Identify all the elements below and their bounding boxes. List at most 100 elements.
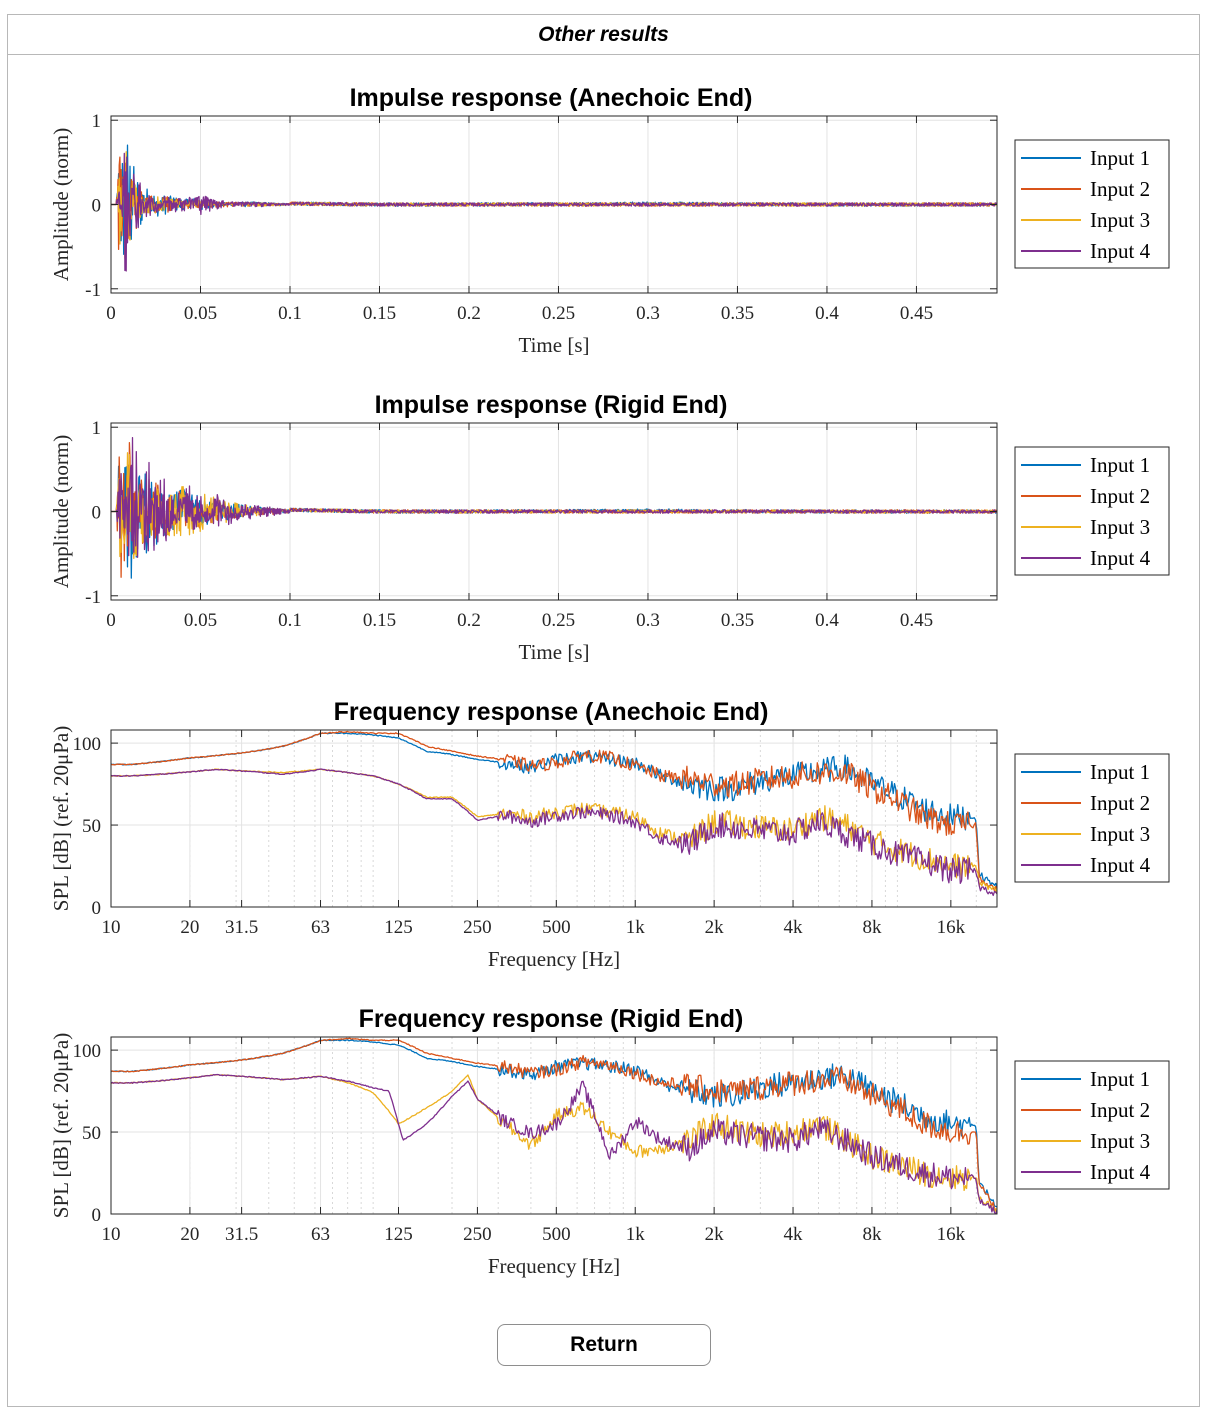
series-line-input-2: [111, 730, 997, 892]
x-tick-label: 0.45: [900, 303, 933, 324]
x-tick-label: 0.2: [457, 610, 481, 631]
x-tick-label: 0.2: [457, 303, 481, 324]
x-tick-label: 0.05: [184, 303, 217, 324]
x-tick-label: 1k: [626, 917, 646, 938]
other-results-panel: Other results: [7, 14, 1200, 1407]
y-tick-label: 0: [92, 898, 102, 919]
x-tick-label: 4k: [784, 917, 804, 938]
x-tick-label: 0.15: [363, 610, 396, 631]
chart-title: Frequency response (Anechoic End): [334, 698, 769, 726]
x-tick-label: 0.1: [278, 610, 302, 631]
series-line-input-4: [111, 1073, 997, 1214]
series-line-input-1: [111, 732, 997, 890]
legend-label-input-4: Input 4: [1090, 546, 1151, 570]
legend: Input 1 Input 2 Input 3 Input 4: [1014, 753, 1170, 883]
x-tick-label: 31.5: [225, 917, 258, 938]
legend: Input 1 Input 2 Input 3 Input 4: [1014, 1060, 1170, 1190]
x-tick-label: 0.1: [278, 303, 302, 324]
x-tick-label: 0.45: [900, 610, 933, 631]
legend-label-input-4: Input 4: [1090, 853, 1151, 877]
series-line-input-4: [111, 436, 997, 558]
series-line-input-1: [111, 144, 997, 255]
x-axis-label: Time [s]: [519, 333, 590, 357]
x-tick-label: 2k: [705, 1224, 725, 1245]
legend-label-input-3: Input 3: [1090, 822, 1150, 846]
legend-label-input-1: Input 1: [1090, 146, 1150, 170]
y-tick-label: 0: [92, 503, 102, 524]
legend-label-input-3: Input 3: [1090, 515, 1150, 539]
y-axis-label: SPL [dB] (ref. 20μPa): [49, 1033, 73, 1218]
y-tick-label: 0: [92, 1205, 102, 1226]
x-tick-label: 10: [102, 1224, 121, 1245]
x-tick-label: 4k: [784, 1224, 804, 1245]
x-tick-label: 8k: [862, 1224, 882, 1245]
x-tick-label: 500: [542, 917, 571, 938]
y-tick-label: 0: [92, 196, 102, 217]
series-line-input-4: [111, 768, 997, 897]
x-tick-label: 500: [542, 1224, 571, 1245]
x-axis-label: Frequency [Hz]: [488, 1254, 620, 1278]
x-tick-label: 63: [311, 917, 330, 938]
chart-3: 10 20 31.5 63 125 250 500 1k 2k 4k 8k 16k 0 50 100 Freq…: [49, 698, 1170, 971]
x-tick-label: 0.25: [542, 303, 575, 324]
axes-box: [110, 729, 998, 908]
y-axis-label: Amplitude (norm): [49, 435, 73, 588]
legend-label-input-4: Input 4: [1090, 239, 1151, 263]
x-tick-label: 0.25: [542, 610, 575, 631]
series-line-input-3: [111, 768, 997, 894]
series-line-input-3: [111, 452, 997, 559]
x-tick-label: 0.15: [363, 303, 396, 324]
legend-label-input-1: Input 1: [1090, 760, 1150, 784]
chart-4: 10 20 31.5 63 125 250 500 1k 2k 4k 8k 16k 0 50 100 Freq…: [49, 1005, 1170, 1278]
y-tick-label: 1: [92, 111, 102, 132]
chart-title: Impulse response (Anechoic End): [350, 84, 753, 112]
x-tick-label: 1k: [626, 1224, 646, 1245]
x-tick-label: 16k: [937, 917, 966, 938]
x-tick-label: 0: [106, 303, 116, 324]
legend-label-input-2: Input 2: [1090, 177, 1150, 201]
series-line-input-4: [111, 152, 997, 272]
legend-label-input-1: Input 1: [1090, 453, 1150, 477]
y-tick-label: 100: [73, 1041, 102, 1062]
x-tick-label: 16k: [937, 1224, 966, 1245]
legend-box: [1014, 1060, 1170, 1190]
legend-label-input-3: Input 3: [1090, 208, 1150, 232]
y-tick-label: 100: [73, 734, 102, 755]
legend: Input 1 Input 2 Input 3 Input 4: [1014, 139, 1170, 269]
legend-box: [1014, 446, 1170, 576]
y-axis-label: SPL [dB] (ref. 20μPa): [49, 726, 73, 911]
legend: Input 1 Input 2 Input 3 Input 4: [1014, 446, 1170, 576]
chart-1: 0 0.05 0.1 0.15 0.2 0.25 0.3 0.35 0.4 0.45-101Imp…: [49, 84, 1170, 357]
legend-label-input-2: Input 2: [1090, 791, 1150, 815]
axes-box: [110, 1036, 998, 1215]
legend-label-input-2: Input 2: [1090, 1098, 1150, 1122]
chart-title: Frequency response (Rigid End): [359, 1005, 744, 1033]
legend-box: [1014, 139, 1170, 269]
x-tick-label: 20: [180, 917, 199, 938]
x-tick-label: 8k: [862, 917, 882, 938]
x-tick-label: 250: [463, 1224, 492, 1245]
x-tick-label: 0.35: [721, 610, 754, 631]
x-tick-label: 20: [180, 1224, 199, 1245]
chart-title: Impulse response (Rigid End): [375, 391, 728, 419]
panel-title: Other results: [8, 15, 1199, 55]
return-button[interactable]: Return: [497, 1324, 711, 1366]
x-tick-label: 0: [106, 610, 116, 631]
legend-label-input-3: Input 3: [1090, 1129, 1150, 1153]
series-line-input-1: [111, 465, 997, 579]
x-tick-label: 125: [384, 917, 413, 938]
y-axis-label: Amplitude (norm): [49, 128, 73, 281]
x-tick-label: 250: [463, 917, 492, 938]
x-tick-label: 2k: [705, 917, 725, 938]
legend-box: [1014, 753, 1170, 883]
legend-label-input-1: Input 1: [1090, 1067, 1150, 1091]
y-tick-label: -1: [85, 587, 101, 608]
x-tick-label: 125: [384, 1224, 413, 1245]
x-axis-label: Time [s]: [519, 640, 590, 664]
x-tick-label: 0.3: [636, 303, 660, 324]
x-tick-label: 31.5: [225, 1224, 258, 1245]
y-tick-label: -1: [85, 280, 101, 301]
x-tick-label: 10: [102, 917, 121, 938]
x-tick-label: 0.35: [721, 303, 754, 324]
